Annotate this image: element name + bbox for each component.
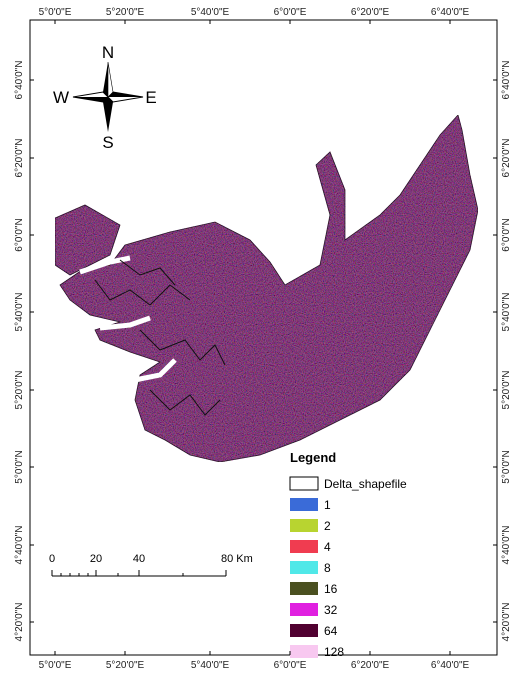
compass-label: N — [102, 43, 114, 62]
longitude-label: 5°0'0"E — [39, 660, 72, 671]
legend-swatch — [290, 519, 318, 532]
latitude-label: 5°20'0"N — [501, 371, 512, 410]
legend-label: 4 — [324, 540, 331, 554]
latitude-label: 6°40'0"N — [501, 61, 512, 100]
legend-label: 1 — [324, 498, 331, 512]
legend-swatch — [290, 624, 318, 637]
latitude-label: 6°0'0"N — [14, 218, 25, 251]
legend-label: 32 — [324, 603, 338, 617]
scale-label: 20 — [90, 553, 102, 565]
longitude-label: 5°20'0"E — [106, 660, 145, 671]
longitude-label: 6°0'0"E — [274, 660, 307, 671]
legend-swatch — [290, 582, 318, 595]
legend-title: Legend — [290, 450, 336, 465]
latitude-label: 5°0'0"N — [14, 450, 25, 483]
legend-swatch — [290, 540, 318, 553]
latitude-label: 6°40'0"N — [14, 61, 25, 100]
latitude-label: 5°40'0"N — [14, 293, 25, 332]
compass-label: E — [145, 88, 156, 107]
latitude-label: 5°0'0"N — [501, 450, 512, 483]
scale-label: 0 — [49, 553, 55, 565]
longitude-label: 6°20'0"E — [351, 660, 390, 671]
scale-label: 80 Km — [221, 553, 253, 565]
latitude-label: 4°40'0"N — [501, 526, 512, 565]
latitude-label: 5°40'0"N — [501, 293, 512, 332]
legend-label: 2 — [324, 519, 331, 533]
legend-swatch — [290, 645, 318, 658]
compass-label: S — [102, 133, 113, 152]
latitude-label: 5°20'0"N — [14, 371, 25, 410]
legend-label: 128 — [324, 645, 344, 659]
latitude-label: 4°20'0"N — [14, 603, 25, 642]
longitude-label: 6°20'0"E — [351, 7, 390, 18]
latitude-label: 6°20'0"N — [14, 139, 25, 178]
latitude-label: 6°20'0"N — [501, 139, 512, 178]
longitude-label: 5°40'0"E — [191, 660, 230, 671]
page: N S W E 0 20 40 80 Km Legend Delta_shapefil… — [0, 0, 515, 675]
latitude-label: 6°0'0"N — [501, 218, 512, 251]
legend-swatch — [290, 477, 318, 490]
compass-label: W — [53, 88, 69, 107]
legend-swatch — [290, 498, 318, 511]
longitude-label: 6°40'0"E — [431, 7, 470, 18]
longitude-label: 6°40'0"E — [431, 660, 470, 671]
legend-label: Delta_shapefile — [324, 477, 407, 491]
legend-label: 16 — [324, 582, 338, 596]
legend-swatch — [290, 561, 318, 574]
legend-label: 8 — [324, 561, 331, 575]
latitude-label: 4°40'0"N — [14, 526, 25, 565]
longitude-label: 5°0'0"E — [39, 7, 72, 18]
map: N S W E 0 20 40 80 Km Legend Delta_shapefil… — [0, 0, 515, 675]
longitude-label: 6°0'0"E — [274, 7, 307, 18]
longitude-label: 5°20'0"E — [106, 7, 145, 18]
legend-label: 64 — [324, 624, 338, 638]
longitude-label: 5°40'0"E — [191, 7, 230, 18]
latitude-label: 4°20'0"N — [501, 603, 512, 642]
scale-label: 40 — [133, 553, 145, 565]
legend-swatch — [290, 603, 318, 616]
